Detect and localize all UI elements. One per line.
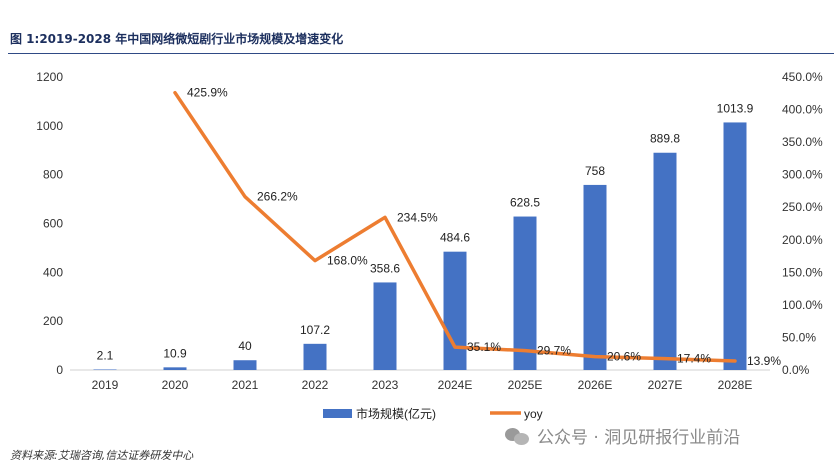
- watermark-text: 公众号 · 洞见研报行业前沿: [537, 428, 741, 448]
- bar-value-label: 358.6: [370, 261, 400, 275]
- bar: [653, 152, 677, 370]
- x-tick-label: 2024E: [438, 378, 473, 392]
- line-value-label: 168.0%: [327, 254, 368, 268]
- y-left-tick-label: 0: [56, 363, 63, 377]
- series-line-yoy: [173, 90, 737, 363]
- bar: [583, 184, 607, 370]
- bar-value-label: 10.9: [163, 346, 187, 360]
- y-left-tick-label: 600: [43, 217, 63, 231]
- bar: [303, 343, 327, 370]
- wechat-icon: [505, 426, 531, 446]
- x-tick-label: 2019: [92, 378, 119, 392]
- y-left-tick-label: 1000: [36, 119, 63, 133]
- bar: [93, 369, 117, 370]
- bar-value-label: 40: [238, 339, 252, 353]
- y-right-tick-label: 200.0%: [782, 233, 823, 247]
- line-value-label: 234.5%: [397, 210, 438, 224]
- x-tick-label: 2027E: [648, 378, 683, 392]
- x-tick-label: 2021: [232, 378, 259, 392]
- x-tick-label: 2023: [372, 378, 399, 392]
- legend-swatch-bar: [323, 409, 352, 418]
- x-tick-label: 2026E: [578, 378, 613, 392]
- figure-title: 图 1:2019-2028 年中国网络微短剧行业市场规模及增速变化: [10, 32, 344, 46]
- y-left-tick-label: 1200: [36, 70, 63, 84]
- bar: [163, 367, 187, 370]
- legend-label: yoy: [524, 407, 543, 421]
- y-right-tick-label: 150.0%: [782, 265, 823, 279]
- line-value-label: 35.1%: [467, 340, 501, 354]
- chart: 0 200 400 600 800 1000 1200 0.0% 50.0% 100.0% 150.…: [36, 70, 823, 421]
- line-value-label: 13.9%: [747, 354, 781, 368]
- bar: [723, 122, 747, 370]
- x-tick-label: 2022: [302, 378, 329, 392]
- watermark: 公众号 · 洞见研报行业前沿: [505, 423, 740, 448]
- bar-value-label: 889.8: [650, 132, 680, 146]
- line-value-label: 29.7%: [537, 344, 571, 358]
- x-tick-label: 2020: [162, 378, 189, 392]
- bar-value-label: 628.5: [510, 196, 540, 210]
- y-right-tick-label: 350.0%: [782, 135, 823, 149]
- x-tick-label: 2025E: [508, 378, 543, 392]
- source-note: 资料来源:艾瑞咨询,信达证券研发中心: [10, 449, 194, 462]
- bar-value-label: 758: [585, 164, 605, 178]
- bar: [513, 216, 537, 370]
- y-right-tick-label: 250.0%: [782, 200, 823, 214]
- line-value-label: 17.4%: [677, 352, 711, 366]
- bar-value-label: 2.1: [97, 348, 114, 362]
- bar-value-label: 1013.9: [717, 101, 754, 115]
- bar: [443, 251, 467, 370]
- y-left-tick-label: 200: [43, 314, 63, 328]
- bar-value-label: 107.2: [300, 323, 330, 337]
- bar: [233, 360, 257, 370]
- y-right-tick-label: 50.0%: [782, 330, 816, 344]
- y-right-tick-label: 450.0%: [782, 70, 823, 84]
- y-left-tick-label: 800: [43, 168, 63, 182]
- y-right-tick-label: 0.0%: [782, 363, 810, 377]
- bar-value-label: 484.6: [440, 231, 470, 245]
- x-tick-label: 2028E: [718, 378, 753, 392]
- y-right-tick-label: 300.0%: [782, 168, 823, 182]
- y-right-tick-label: 400.0%: [782, 103, 823, 117]
- title-divider: [8, 53, 834, 54]
- line-value-label: 20.6%: [607, 350, 641, 364]
- bar: [373, 282, 397, 370]
- legend-label: 市场规模(亿元): [356, 406, 436, 421]
- y-left-tick-label: 400: [43, 265, 63, 279]
- line-value-label: 266.2%: [257, 190, 298, 204]
- line-value-label: 425.9%: [187, 86, 228, 100]
- y-right-tick-label: 100.0%: [782, 298, 823, 312]
